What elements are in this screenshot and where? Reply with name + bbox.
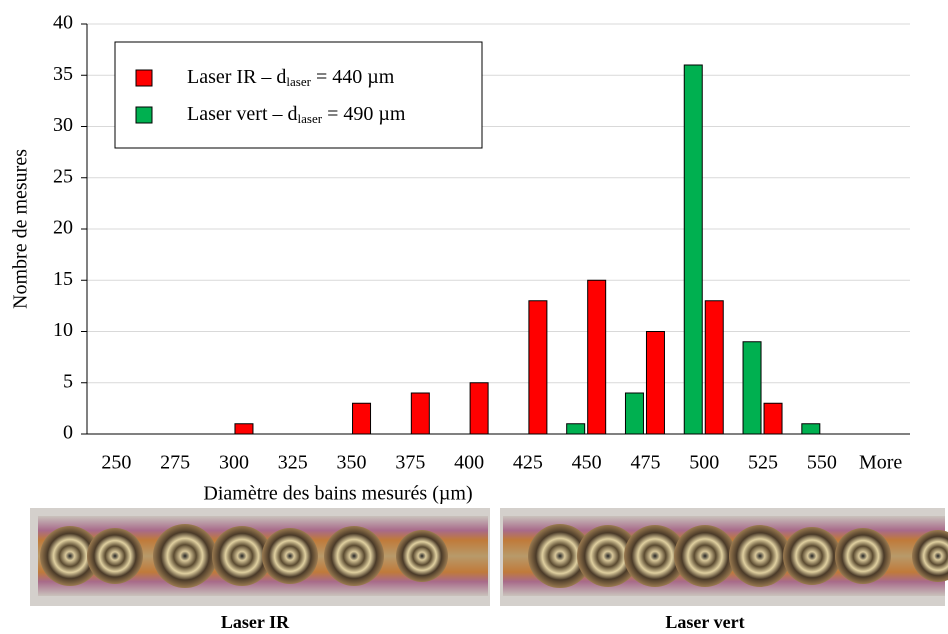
- bar: [566, 423, 586, 435]
- legend-label-part: laser: [298, 111, 323, 126]
- bar: [587, 279, 607, 435]
- bar: [704, 300, 724, 435]
- legend-swatch: [135, 106, 153, 124]
- y-tick-label: 35: [53, 63, 73, 85]
- legend-label-part: Laser IR – d: [187, 66, 286, 88]
- x-tick-label: 250: [101, 452, 131, 474]
- y-tick-label: 5: [63, 370, 73, 392]
- y-tick-label: 20: [53, 217, 73, 239]
- x-tick-label: 550: [807, 452, 837, 474]
- y-tick-label: 40: [53, 12, 73, 34]
- bar: [742, 341, 762, 435]
- legend-label-part: laser: [286, 74, 311, 89]
- x-axis-label: Diamètre des bains mesurés (µm): [203, 483, 472, 505]
- bar: [528, 300, 548, 435]
- y-tick-label: 0: [63, 422, 73, 444]
- legend-label: Laser IR – dlaser = 440 µm: [187, 66, 395, 89]
- x-tick-label: 500: [689, 452, 719, 474]
- bar: [801, 423, 821, 435]
- photo-vert: [500, 508, 948, 606]
- x-tick-label: 400: [454, 452, 484, 474]
- bar: [469, 382, 489, 435]
- y-axis-label: Nombre de mesures: [10, 149, 32, 309]
- legend-label-part: = 490 µm: [322, 103, 406, 125]
- image-caption: Laser IR: [221, 612, 290, 632]
- bar: [234, 423, 254, 435]
- y-tick-label: 25: [53, 165, 73, 187]
- x-tick-label: 275: [160, 452, 190, 474]
- legend-label-part: Laser vert – d: [187, 103, 298, 125]
- legend-label-part: = 440 µm: [311, 66, 395, 88]
- x-tick-label: 300: [219, 452, 249, 474]
- x-tick-label: 475: [630, 452, 660, 474]
- x-tick-label: 450: [572, 452, 602, 474]
- x-tick-label: 525: [748, 452, 778, 474]
- bar: [624, 392, 644, 435]
- x-tick-label: 350: [337, 452, 367, 474]
- x-tick-label: 375: [395, 452, 425, 474]
- y-tick-label: 15: [53, 268, 73, 290]
- bar: [645, 331, 665, 435]
- image-caption: Laser vert: [665, 612, 744, 632]
- y-tick-label: 10: [53, 319, 73, 341]
- x-tick-label: 325: [278, 452, 308, 474]
- y-tick-label: 30: [53, 114, 73, 136]
- x-tick-label: 425: [513, 452, 543, 474]
- bar: [410, 392, 430, 435]
- bar: [683, 64, 703, 435]
- bar: [352, 402, 372, 435]
- bar: [763, 402, 783, 435]
- photo-ir: [30, 508, 490, 606]
- legend-swatch: [135, 69, 153, 87]
- legend-label: Laser vert – dlaser = 490 µm: [187, 103, 406, 126]
- x-tick-label: More: [859, 452, 902, 474]
- legend-box: [114, 41, 483, 149]
